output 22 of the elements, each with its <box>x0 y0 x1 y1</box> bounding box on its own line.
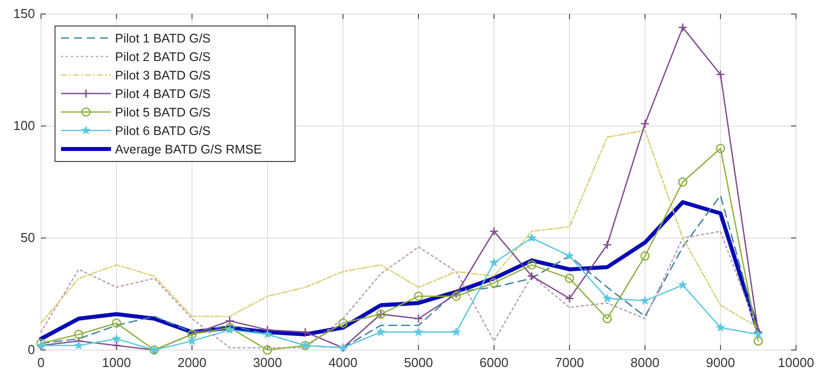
x-tick-label: 4000 <box>328 355 358 370</box>
x-tick-label: 3000 <box>253 355 282 370</box>
x-tick-label: 10000 <box>778 355 814 370</box>
legend-label: Pilot 2 BATD G/S <box>115 50 211 64</box>
y-tick-label: 50 <box>20 230 35 245</box>
legend-label: Pilot 4 BATD G/S <box>115 87 211 101</box>
y-tick-label: 0 <box>28 342 35 357</box>
legend-label: Average BATD G/S RMSE <box>115 142 262 156</box>
x-tick-label: 5000 <box>404 355 433 370</box>
x-tick-label: 7000 <box>555 355 584 370</box>
x-tick-label: 9000 <box>706 355 735 370</box>
x-tick-label: 6000 <box>480 355 508 370</box>
legend-label: Pilot 6 BATD G/S <box>115 124 211 138</box>
legend-label: Pilot 5 BATD G/S <box>115 106 211 120</box>
legend-label: Pilot 3 BATD G/S <box>115 68 211 82</box>
x-tick-label: 8000 <box>630 355 660 370</box>
x-tick-label: 1000 <box>102 355 131 370</box>
y-tick-label: 150 <box>13 6 35 21</box>
x-tick-label: 0 <box>37 355 45 370</box>
legend-label: Pilot 1 BATD G/S <box>115 32 211 46</box>
y-tick-label: 100 <box>13 118 35 133</box>
x-tick-label: 2000 <box>178 355 206 370</box>
